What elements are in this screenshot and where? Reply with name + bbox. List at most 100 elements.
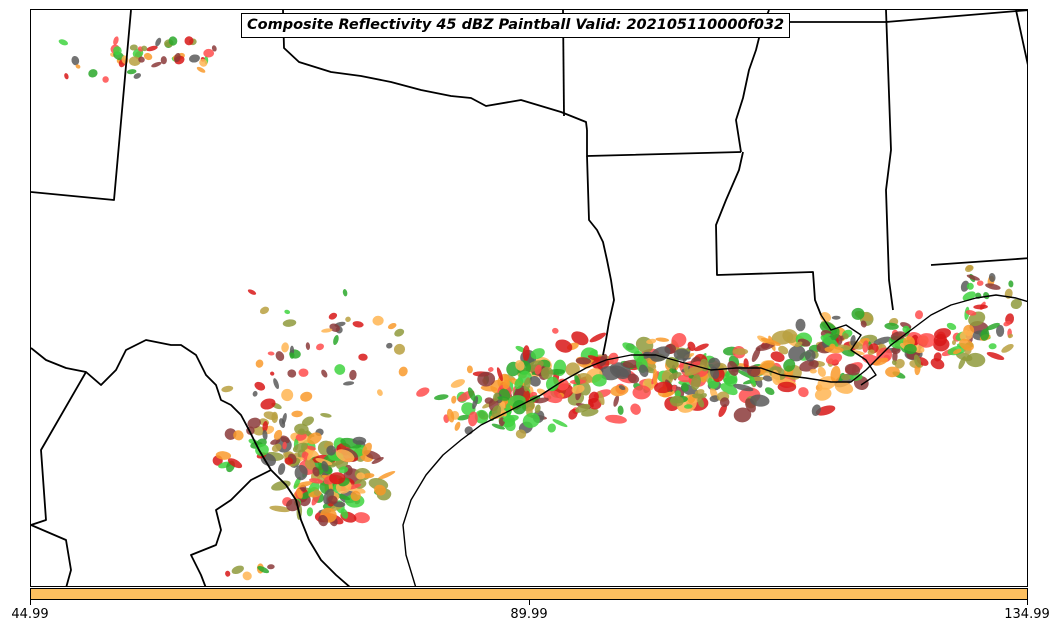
reflectivity-cell: [622, 342, 640, 354]
reflectivity-cell: [262, 421, 268, 432]
border-tx-la-sabine: [586, 155, 615, 356]
reflectivity-cell: [965, 352, 986, 368]
reflectivity-cell: [398, 366, 408, 377]
reflectivity-cell: [719, 397, 730, 408]
reflectivity-cell: [321, 460, 329, 472]
border-ga-al: [1015, 10, 1027, 66]
reflectivity-cell: [304, 458, 316, 470]
reflectivity-cell: [699, 393, 707, 399]
reflectivity-cell: [255, 359, 264, 368]
reflectivity-cell: [733, 383, 754, 392]
reflectivity-cell: [352, 436, 367, 445]
reflectivity-cell: [708, 357, 721, 370]
reflectivity-cell: [168, 36, 178, 46]
reflectivity-cell: [891, 360, 897, 366]
reflectivity-cell: [691, 374, 701, 391]
reflectivity-cell: [654, 381, 673, 394]
reflectivity-cell: [271, 443, 282, 452]
border-ok-tx-red-river: [282, 10, 588, 131]
border-al-fl: [930, 257, 1027, 266]
reflectivity-cell: [454, 421, 461, 431]
reflectivity-cell: [830, 327, 840, 341]
reflectivity-cell: [985, 322, 1000, 331]
bayou-detail: [820, 314, 877, 386]
reflectivity-cell: [262, 429, 268, 441]
reflectivity-cell: [831, 315, 841, 320]
reflectivity-cell: [646, 338, 657, 345]
reflectivity-cell: [851, 307, 865, 320]
reflectivity-cell: [568, 408, 578, 420]
reflectivity-cell: [966, 274, 980, 281]
reflectivity-cell: [352, 321, 364, 328]
reflectivity-cell: [783, 358, 796, 372]
reflectivity-cell: [588, 398, 594, 408]
reflectivity-cell: [329, 472, 346, 485]
reflectivity-cell: [203, 48, 215, 58]
reflectivity-cell: [862, 340, 869, 353]
reflectivity-cell: [820, 312, 832, 322]
reflectivity-cell: [946, 322, 957, 330]
reflectivity-cell: [64, 73, 69, 80]
reflectivity-cell: [913, 354, 922, 368]
reflectivity-cell: [515, 360, 525, 371]
reflectivity-cell: [271, 411, 279, 424]
reflectivity-cell: [282, 319, 297, 327]
reflectivity-cell: [885, 366, 900, 378]
reflectivity-cell: [732, 348, 749, 355]
reflectivity-cell: [326, 445, 336, 456]
reflectivity-cell: [321, 369, 328, 378]
reflectivity-cell: [362, 442, 372, 456]
reflectivity-cell: [270, 371, 275, 376]
colorbar-label-min: 44.99: [11, 607, 49, 622]
reflectivity-cell: [269, 505, 291, 513]
reflectivity-cell: [307, 445, 316, 451]
reflectivity-cell: [638, 364, 649, 378]
reflectivity-cell: [697, 397, 705, 408]
reflectivity-cell: [372, 315, 384, 326]
reflectivity-cell: [394, 328, 405, 337]
reflectivity-cell: [684, 404, 693, 409]
reflectivity-cell: [605, 414, 627, 424]
reflectivity-cell: [227, 458, 243, 469]
reflectivity-cell: [574, 374, 581, 386]
state-borders: [31, 10, 1027, 586]
reflectivity-cell: [231, 565, 244, 575]
reflectivity-cell: [556, 378, 569, 391]
reflectivity-cell: [491, 405, 502, 419]
reflectivity-cell: [873, 336, 892, 345]
reflectivity-cell: [965, 310, 977, 316]
reflectivity-cell: [825, 353, 843, 365]
reflectivity-cell: [809, 368, 817, 374]
reflectivity-cell: [985, 283, 1001, 290]
reflectivity-cell: [293, 481, 314, 488]
colorbar-tick-max: [1027, 600, 1028, 605]
reflectivity-cell: [371, 457, 384, 464]
reflectivity-cell: [270, 438, 281, 445]
reflectivity-cell: [451, 395, 457, 404]
reflectivity-cell: [534, 364, 542, 375]
reflectivity-cell: [333, 334, 339, 346]
map-title: Composite Reflectivity 45 dBZ Paintball …: [241, 13, 791, 38]
reflectivity-cell: [318, 514, 329, 527]
reflectivity-cell: [242, 571, 252, 581]
reflectivity-cell: [770, 351, 785, 362]
reflectivity-cell: [743, 358, 749, 369]
reflectivity-cell: [571, 331, 589, 346]
reflectivity-cell: [817, 366, 826, 377]
reflectivity-cell: [491, 423, 506, 430]
reflectivity-cell: [914, 310, 924, 320]
reflectivity-cell: [492, 392, 500, 402]
reflectivity-cell: [502, 414, 519, 423]
reflectivity-cell: [477, 371, 496, 387]
reflectivity-cell: [540, 366, 554, 380]
map-panel: [30, 9, 1028, 587]
reflectivity-cell: [211, 45, 217, 52]
reflectivity-cell: [387, 323, 397, 330]
reflectivity-cell: [133, 73, 142, 79]
reflectivity-cell: [788, 345, 806, 362]
reflectivity-cell: [316, 343, 324, 351]
reflectivity-cell: [282, 441, 287, 450]
reflectivity-cell: [474, 409, 489, 424]
reflectivity-cell: [748, 372, 757, 387]
coastline: [402, 294, 1027, 586]
